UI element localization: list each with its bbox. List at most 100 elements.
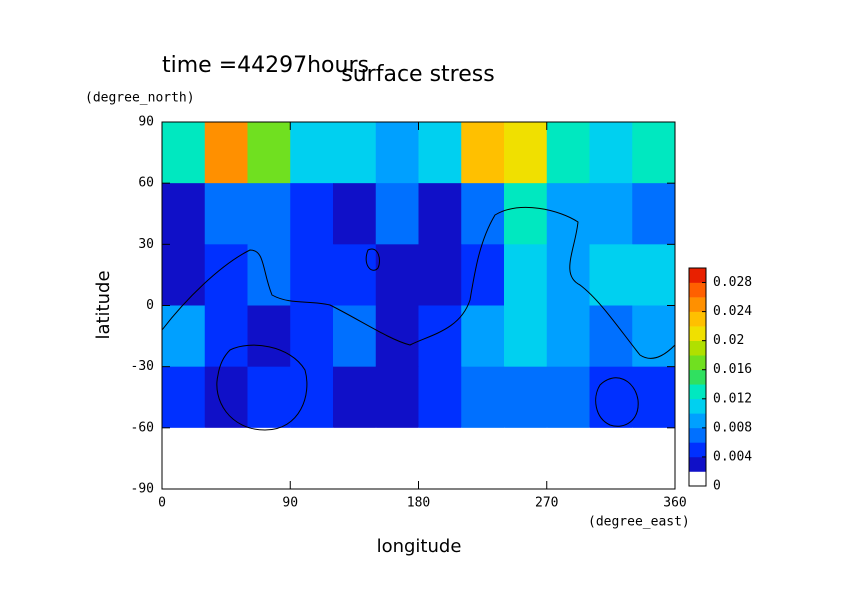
field-cell	[375, 305, 419, 368]
y-tick-label: -30	[131, 359, 154, 374]
colorbar-swatch	[689, 355, 706, 371]
field-cell	[418, 183, 462, 245]
coastline	[365, 248, 381, 271]
chart-title: surface stress	[341, 62, 494, 87]
colorbar-tick-label: 0.008	[713, 420, 752, 435]
y-axis-label: latitude	[93, 270, 114, 339]
colorbar-swatch	[689, 456, 706, 472]
field-cell	[504, 427, 548, 490]
field-cell	[247, 427, 291, 490]
field-cell	[375, 366, 419, 429]
field-cell	[546, 366, 590, 429]
field-cell	[546, 183, 590, 245]
y-tick-label: 30	[138, 237, 154, 252]
field-cell	[546, 305, 590, 368]
field-cell	[247, 183, 291, 245]
field-cell	[418, 244, 462, 306]
colorbar-tick-label: 0.004	[713, 449, 752, 464]
field-cell	[290, 244, 334, 306]
field-cell	[504, 122, 548, 184]
field-cell	[546, 122, 590, 184]
time-label: time =44297hours	[162, 53, 369, 78]
field-cell	[632, 122, 676, 184]
x-tick-label: 180	[407, 496, 430, 511]
y-unit: (degree_north)	[85, 91, 195, 106]
colorbar-swatch	[689, 297, 706, 312]
field-cell	[546, 427, 590, 490]
colorbar-tick-label: 0	[713, 479, 721, 494]
field-cell	[375, 183, 419, 245]
coastline	[216, 344, 308, 431]
x-axis-label: longitude	[377, 536, 462, 557]
field-cell	[290, 366, 334, 429]
field-cell	[290, 183, 334, 245]
coastline	[595, 377, 639, 427]
field-cell	[290, 122, 334, 184]
colorbar-swatch	[689, 340, 706, 356]
field-cell	[204, 122, 248, 184]
field-cell	[290, 427, 334, 490]
field-cell	[204, 427, 248, 490]
colorbar-swatch	[689, 471, 706, 487]
field-cell	[333, 427, 377, 490]
field-cell	[333, 366, 377, 429]
colorbar-swatch	[689, 442, 706, 458]
field-cell	[333, 305, 377, 368]
x-tick-label: 360	[663, 496, 686, 511]
field-cell	[546, 244, 590, 306]
field-cell	[461, 122, 505, 184]
colorbar-swatch	[689, 413, 706, 429]
colorbar-tick-label: 0.028	[713, 275, 752, 290]
y-tick-label: -90	[131, 482, 154, 497]
field-cell	[589, 244, 633, 306]
x-tick-label: 90	[282, 496, 298, 511]
field-cell	[418, 305, 462, 368]
y-tick-label: -60	[131, 420, 154, 435]
field-cell	[162, 183, 206, 245]
field-cell	[247, 122, 291, 184]
field-cell	[375, 244, 419, 306]
colorbar-tick-label: 0.016	[713, 362, 752, 377]
field-cell	[589, 122, 633, 184]
colorbar-swatch	[689, 427, 706, 443]
field-cell	[461, 427, 505, 490]
field-cell	[375, 122, 419, 184]
field-cell	[162, 244, 206, 306]
colorbar-tick-label: 0.012	[713, 391, 752, 406]
colorbar-swatch	[689, 282, 706, 298]
x-unit: (degree_east)	[588, 515, 690, 530]
colorbar-tick-label: 0.024	[713, 304, 752, 319]
field-cell	[418, 366, 462, 429]
colorbar-swatch	[689, 268, 706, 283]
field-cell	[204, 183, 248, 245]
colorbar-swatch	[689, 384, 706, 400]
field-cell	[504, 183, 548, 245]
colorbar-frame	[688, 267, 707, 487]
field-cell	[632, 183, 676, 245]
field-cell	[504, 305, 548, 368]
field-cell	[162, 122, 206, 184]
field-cell	[632, 305, 676, 368]
field-cell	[333, 244, 377, 306]
field-cell	[162, 427, 206, 490]
field-cell	[375, 427, 419, 490]
field-cell	[204, 244, 248, 306]
field-cell	[204, 366, 248, 429]
field-cell	[333, 183, 377, 245]
field-cell	[589, 366, 633, 429]
colorbar-swatch	[689, 326, 706, 341]
field-cell	[589, 305, 633, 368]
field-cell	[333, 122, 377, 184]
field-cell	[504, 244, 548, 306]
field-cell	[162, 366, 206, 429]
field-cell	[461, 305, 505, 368]
coastlines	[161, 207, 676, 431]
colorbar-swatch	[689, 311, 706, 327]
colorbar-swatch	[689, 398, 706, 414]
field-cell	[589, 427, 633, 490]
field-cell	[589, 183, 633, 245]
colorbar-swatch	[689, 369, 706, 385]
field-cell	[290, 305, 334, 368]
x-tick-label: 0	[158, 496, 166, 511]
